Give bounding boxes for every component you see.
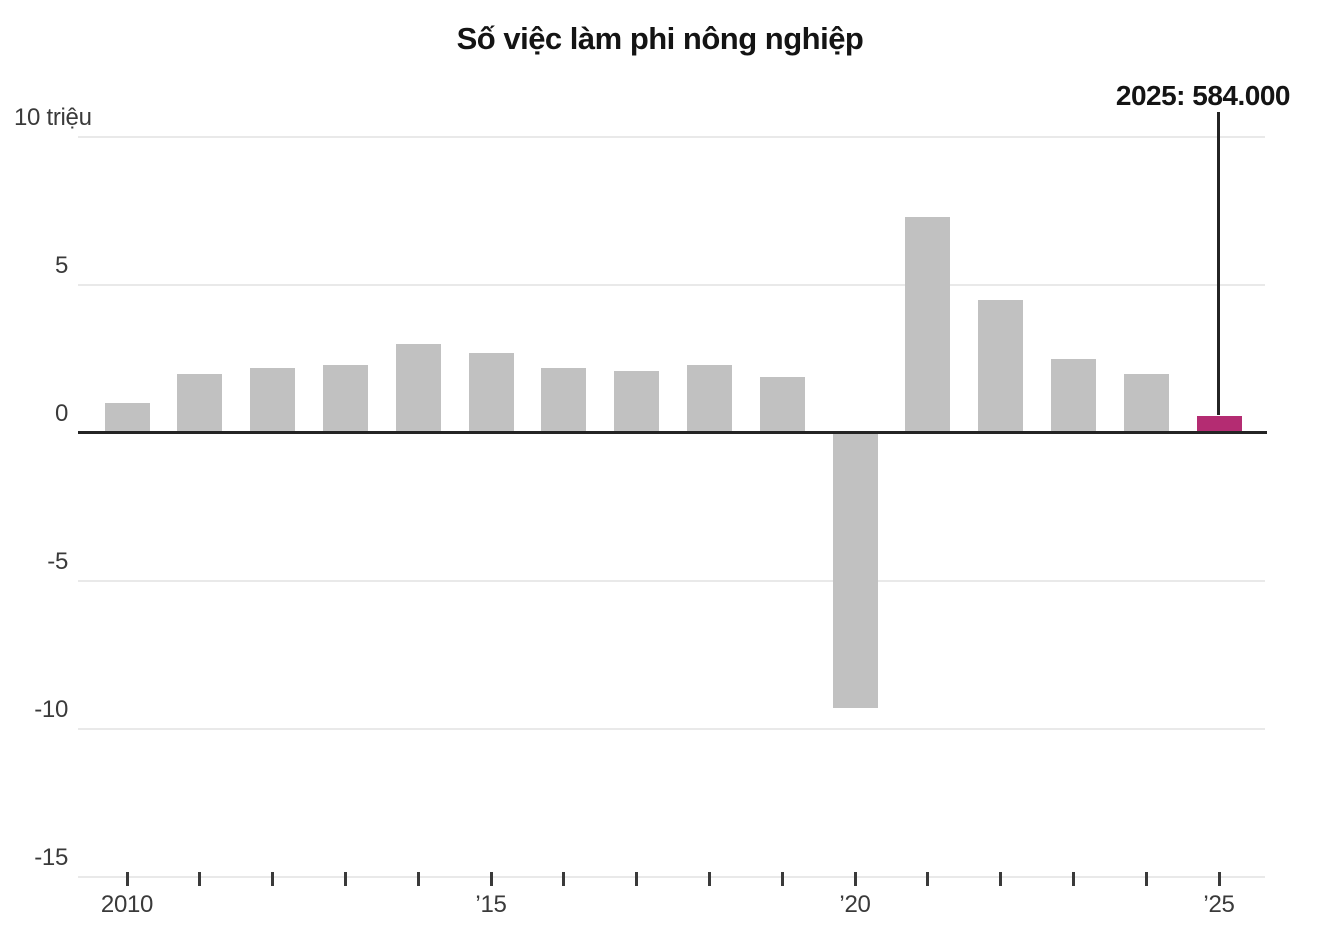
x-axis-tick-2022 — [999, 872, 1003, 886]
gridline-y-5 — [78, 284, 1265, 286]
x-axis-tick-2016 — [562, 872, 566, 886]
gridline-y--15 — [78, 876, 1265, 878]
y-axis-label-10: 10 triệu — [14, 104, 92, 131]
y-axis-label--5: -5 — [47, 548, 68, 575]
bar-2025 — [1196, 415, 1242, 433]
x-axis-tick-2012 — [271, 872, 275, 886]
x-axis-tick-2021 — [926, 872, 930, 886]
x-axis-line — [78, 431, 1267, 434]
bar-2015 — [468, 353, 514, 433]
bar-2020 — [832, 433, 878, 709]
x-axis-tick-2011 — [198, 872, 202, 886]
annotation-label: 2025: 584.000 — [1115, 80, 1291, 111]
gridline-y-10 — [78, 136, 1265, 138]
bar-2019 — [759, 376, 805, 433]
annotation-callout-line — [1217, 112, 1220, 415]
bar-2014 — [395, 344, 441, 433]
x-axis-tick-2024 — [1144, 872, 1148, 886]
x-axis-label-2025: ’25 — [1203, 891, 1235, 918]
x-axis-tick-2019 — [780, 872, 784, 886]
bar-2011 — [177, 373, 223, 433]
x-axis-label-2020: ’20 — [839, 891, 871, 918]
bar-2021 — [905, 216, 951, 433]
bar-2024 — [1123, 373, 1169, 433]
x-axis-tick-2018 — [707, 872, 711, 886]
bar-2013 — [322, 364, 368, 433]
gridline-y--10 — [78, 728, 1265, 730]
y-axis-label--10: -10 — [34, 696, 68, 723]
bar-2023 — [1050, 359, 1096, 433]
x-axis-tick-2010 — [125, 872, 129, 886]
y-axis-label--15: -15 — [34, 844, 68, 871]
bar-2022 — [978, 299, 1024, 433]
bar-2016 — [541, 367, 587, 433]
x-axis-tick-2020 — [853, 872, 857, 886]
x-axis-label-2015: ’15 — [475, 891, 507, 918]
bar-2010 — [104, 403, 150, 433]
y-axis-label-0: 0 — [54, 400, 68, 427]
x-axis-label-2010: 2010 — [100, 891, 154, 918]
chart-title: Số việc làm phi nông nghiệp — [456, 21, 864, 56]
bar-2012 — [250, 367, 296, 433]
bar-2018 — [686, 364, 732, 433]
y-axis-label-5: 5 — [54, 252, 68, 279]
x-axis-tick-2014 — [416, 872, 420, 886]
bar-2017 — [614, 370, 660, 433]
x-axis-tick-2015 — [489, 872, 493, 886]
gridline-y--5 — [78, 580, 1265, 582]
x-axis-tick-2025 — [1217, 872, 1221, 886]
x-axis-tick-2017 — [635, 872, 639, 886]
x-axis-tick-2023 — [1071, 872, 1075, 886]
x-axis-tick-2013 — [343, 872, 347, 886]
